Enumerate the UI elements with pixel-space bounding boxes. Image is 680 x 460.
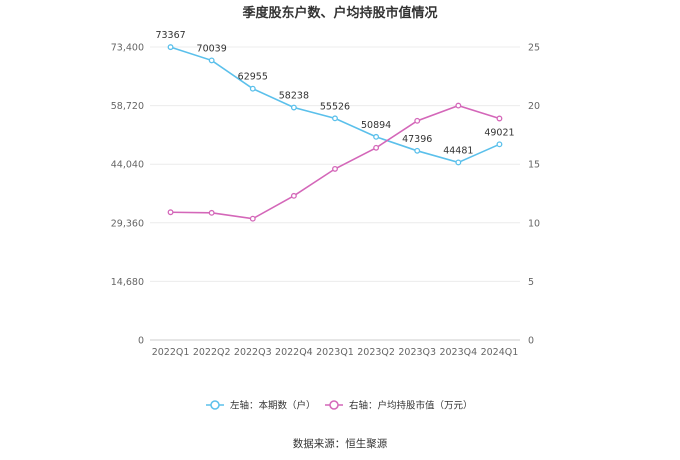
right-axis-tick-label: 10 bbox=[528, 218, 540, 229]
data-point bbox=[208, 209, 215, 216]
data-point bbox=[249, 215, 256, 222]
right-axis-tick-label: 0 bbox=[528, 336, 534, 347]
data-label: 73367 bbox=[155, 30, 185, 41]
legend-label-right-series: 右轴：户均持股市值（万元） bbox=[349, 400, 473, 412]
left-axis-tick-label: 73,400 bbox=[111, 43, 144, 54]
right-axis-ticks: 0 5 10 15 20 25 bbox=[528, 43, 540, 347]
data-point bbox=[290, 104, 297, 111]
legend-marker-left-series bbox=[210, 400, 220, 410]
x-axis-tick-label: 2023Q2 bbox=[357, 347, 395, 358]
data-point bbox=[332, 115, 338, 122]
data-point bbox=[167, 44, 174, 51]
left-axis-tick-label: 29,360 bbox=[111, 218, 144, 229]
data-label: 44481 bbox=[443, 145, 473, 156]
legend-marker-right-series bbox=[329, 400, 339, 410]
data-label: 50894 bbox=[361, 120, 391, 131]
data-source-note: 数据来源：恒生聚源 bbox=[293, 437, 388, 450]
data-point bbox=[414, 147, 421, 154]
data-label: 58238 bbox=[279, 91, 309, 102]
gridlines bbox=[150, 46, 520, 341]
x-axis-tick-label: 2022Q3 bbox=[234, 347, 272, 358]
data-point bbox=[332, 165, 338, 172]
data-point bbox=[167, 209, 174, 216]
left-axis-tick-label: 58,720 bbox=[111, 101, 144, 112]
data-point bbox=[414, 117, 421, 124]
x-axis-tick-label: 2022Q1 bbox=[152, 347, 190, 358]
right-axis-tick-label: 15 bbox=[528, 160, 540, 171]
series-left-households: 73367 70039 62955 58238 55526 50894 47396 44481… bbox=[155, 30, 515, 166]
data-point bbox=[208, 57, 215, 64]
data-point bbox=[373, 133, 380, 140]
left-axis-tick-label: 0 bbox=[138, 336, 144, 347]
x-axis-tick-label: 2022Q4 bbox=[275, 347, 313, 358]
x-axis-tick-label: 2023Q1 bbox=[316, 347, 354, 358]
data-point bbox=[496, 141, 503, 148]
data-label: 49021 bbox=[484, 127, 514, 138]
right-axis-tick-label: 25 bbox=[528, 43, 540, 54]
data-label: 62955 bbox=[238, 72, 268, 83]
data-point bbox=[496, 115, 503, 122]
left-axis-tick-label: 14,680 bbox=[111, 277, 144, 288]
right-axis-tick-label: 5 bbox=[528, 277, 534, 288]
x-axis-ticks: 2022Q1 2022Q2 2022Q3 2022Q4 2023Q1 2023Q2 2023… bbox=[152, 347, 519, 358]
left-axis-ticks: 0 14,680 29,360 44,040 58,720 73,400 bbox=[111, 43, 144, 347]
series-layer: 73367 70039 62955 58238 55526 50894 47396 44481… bbox=[155, 30, 515, 222]
data-label: 47396 bbox=[402, 134, 432, 145]
series-right-avg-holding-value bbox=[167, 102, 503, 222]
x-axis-tick-label: 2023Q3 bbox=[398, 347, 436, 358]
legend-item-left-series[interactable]: 左轴：本期数（户） bbox=[206, 400, 316, 412]
x-axis-tick-label: 2022Q2 bbox=[193, 347, 231, 358]
data-label: 55526 bbox=[320, 101, 350, 112]
data-label: 70039 bbox=[197, 43, 227, 54]
data-point bbox=[290, 192, 297, 199]
legend[interactable]: 左轴：本期数（户） 右轴：户均持股市值（万元） bbox=[206, 400, 473, 412]
legend-label-left-series: 左轴：本期数（户） bbox=[230, 400, 316, 412]
series-line bbox=[170, 104, 500, 220]
chart-title: 季度股东户数、户均持股市值情况 bbox=[241, 5, 437, 21]
right-axis-tick-label: 20 bbox=[528, 101, 540, 112]
left-axis-tick-label: 44,040 bbox=[111, 160, 144, 171]
data-point bbox=[249, 85, 256, 92]
data-point bbox=[455, 102, 462, 109]
legend-item-right-series[interactable]: 右轴：户均持股市值（万元） bbox=[325, 400, 473, 412]
x-axis-tick-label: 2023Q4 bbox=[439, 347, 477, 358]
data-point bbox=[373, 144, 380, 151]
x-axis-tick-label: 2024Q1 bbox=[481, 347, 519, 358]
data-point bbox=[455, 159, 462, 166]
